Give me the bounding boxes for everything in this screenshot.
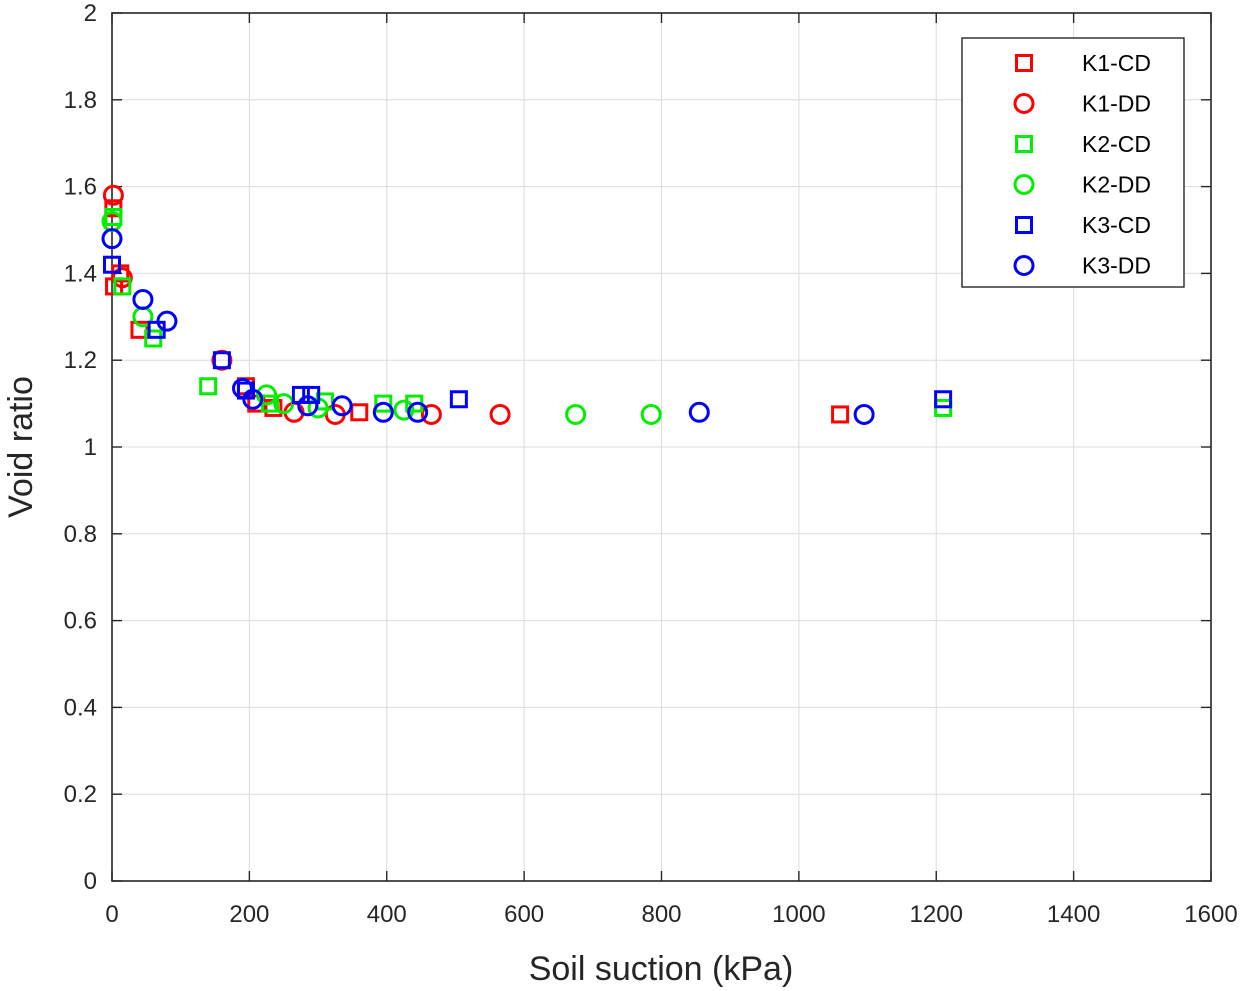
y-tick-label: 0.8 [64, 521, 97, 548]
legend-label: K2-CD [1082, 131, 1151, 157]
legend-label: K2-DD [1082, 172, 1151, 198]
legend-box [961, 37, 1185, 288]
legend: K1-CD K1-DD K2-CD K2-DD K3-CD K3-DD [961, 37, 1185, 288]
data-point-k3-dd [372, 401, 394, 423]
legend-item-k2-cd: K2-CD [1015, 131, 1151, 157]
x-tick-label: 1200 [910, 901, 963, 928]
data-point-k2-dd [256, 384, 278, 406]
legend-marker-k1-cd [1015, 54, 1033, 72]
x-tick-label: 1400 [1047, 901, 1100, 928]
data-point-k1-dd [420, 403, 442, 425]
data-point-k1-dd [489, 403, 511, 425]
data-point-k3-cd [302, 385, 321, 404]
data-points [101, 184, 953, 425]
legend-item-k1-dd: K1-DD [1013, 91, 1151, 117]
legend-item-k1-cd: K1-CD [1015, 50, 1151, 76]
legend-marker-k2-cd [1015, 135, 1033, 153]
legend-item-k3-dd: K3-DD [1013, 253, 1151, 279]
x-tick-label: 200 [229, 901, 269, 928]
legend-label: K3-DD [1082, 253, 1151, 279]
y-tick-label: 2 [84, 0, 97, 27]
legend-marker-k1-dd [1013, 93, 1035, 114]
x-tick-label: 400 [367, 901, 407, 928]
y-tick-label: 1 [84, 434, 97, 461]
data-point-k3-dd [156, 310, 178, 332]
x-tick-label: 600 [504, 901, 544, 928]
legend-marker-k2-dd [1013, 174, 1035, 195]
y-tick-label: 1.8 [64, 87, 97, 114]
data-point-k3-dd [407, 401, 429, 423]
data-point-k3-cd [103, 255, 121, 274]
legend-marker-k3-cd [1015, 216, 1033, 234]
data-point-k3-dd [297, 395, 319, 417]
data-point-k1-cd [831, 405, 850, 424]
data-point-k1-cd [350, 403, 369, 422]
data-point-k2-dd [640, 403, 662, 425]
data-point-k3-dd [132, 288, 154, 310]
y-axis-title: Void ratio [2, 376, 40, 518]
y-tick-label: 0.4 [64, 694, 97, 721]
data-point-k3-dd [853, 403, 875, 425]
legend-item-k2-dd: K2-DD [1013, 172, 1151, 198]
legend-label: K1-DD [1082, 91, 1151, 117]
data-point-k3-dd [331, 395, 353, 417]
y-tick-label: 0 [84, 868, 97, 895]
data-point-k2-cd [199, 377, 218, 396]
y-tick-label: 1.2 [64, 347, 97, 374]
legend-item-k3-cd: K3-CD [1015, 212, 1151, 238]
legend-marker-k3-dd [1013, 255, 1035, 276]
data-point-k2-cd [374, 394, 393, 413]
data-point-k2-dd [565, 403, 587, 425]
data-point-k2-cd [113, 277, 132, 296]
legend-label: K1-CD [1082, 50, 1151, 76]
data-point-k3-dd [242, 388, 264, 410]
data-point-k3-dd [688, 401, 710, 423]
y-tick-label: 0.2 [64, 781, 97, 808]
x-tick-label: 1600 [1184, 901, 1237, 928]
x-tick-label: 1000 [772, 901, 825, 928]
tick-labels: 0 200 400 600 800 1000 1200 1400 1600 0 0.2 0.4 0.6 0… [64, 0, 1238, 928]
data-point-k3-cd [212, 351, 231, 370]
y-tick-label: 1.4 [64, 260, 97, 287]
data-point-k3-dd [101, 228, 123, 250]
x-tick-label: 0 [105, 901, 118, 928]
grid [112, 13, 1211, 881]
y-tick-label: 1.6 [64, 174, 97, 201]
ticks [111, 12, 1212, 882]
data-point-k1-dd [102, 184, 124, 206]
legend-label: K3-CD [1082, 212, 1151, 238]
x-axis-title: Soil suction (kPa) [529, 950, 794, 988]
x-tick-label: 800 [641, 901, 681, 928]
data-point-k3-cd [934, 390, 953, 409]
data-point-k3-cd [449, 390, 468, 409]
series-k3-dd [101, 228, 875, 425]
data-point-k2-dd [393, 399, 415, 421]
y-tick-label: 0.6 [64, 608, 97, 635]
